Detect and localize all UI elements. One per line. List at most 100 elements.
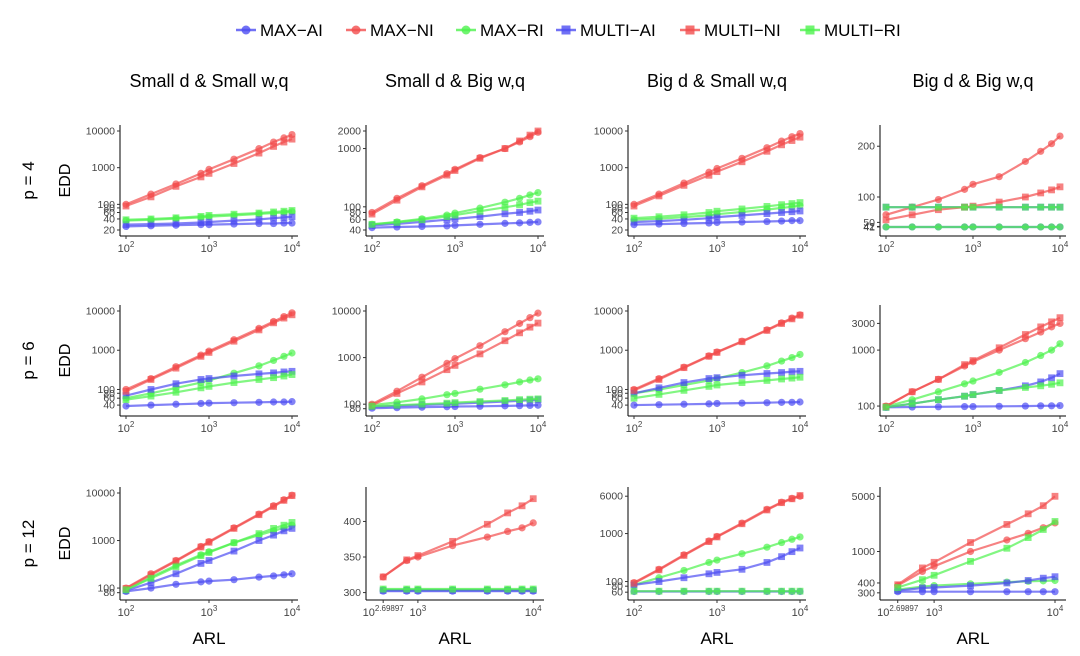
data-point — [796, 133, 804, 141]
data-point — [934, 195, 942, 204]
series-multi-ni — [894, 492, 1059, 589]
x-tick-base: 10 — [965, 423, 977, 435]
series-multi-ri — [122, 371, 296, 404]
data-point — [796, 492, 804, 499]
x-tick-exponent: 3 — [459, 420, 464, 429]
data-point — [1056, 319, 1064, 328]
y-tick-label: 80 — [611, 388, 623, 400]
data-point — [960, 380, 969, 388]
data-point — [969, 180, 977, 188]
data-point — [655, 376, 663, 383]
data-point — [483, 585, 491, 593]
series-multi-ni — [368, 127, 542, 218]
series-line — [885, 135, 1061, 216]
series-max-ai — [630, 398, 804, 409]
data-point — [205, 382, 213, 390]
x-tick-exponent: 4 — [542, 240, 547, 249]
data-point — [449, 537, 457, 545]
y-tick-label: 10000 — [86, 488, 115, 500]
data-point — [280, 527, 288, 535]
legend: MAX−AI MAX−NI MAX−RI MULTI−AI MULTI−NI MULTI−… — [236, 21, 901, 40]
data-point — [205, 169, 213, 177]
data-point — [255, 398, 263, 406]
y-tick-label: 10000 — [594, 126, 623, 138]
legend-item: MULTI−AI — [556, 21, 656, 40]
data-point — [122, 202, 130, 210]
data-point — [967, 582, 974, 590]
y-tick-label: 1000 — [852, 345, 876, 357]
data-point — [147, 401, 155, 409]
data-point — [713, 399, 721, 408]
x-tick-exponent: 2 — [890, 420, 895, 429]
data-point — [1024, 534, 1032, 541]
data-point — [788, 548, 796, 556]
x-tick-exponent: 2 — [130, 604, 135, 613]
data-point — [205, 549, 213, 556]
data-point — [796, 373, 804, 381]
data-point — [205, 399, 213, 407]
data-point — [526, 207, 534, 215]
legend-label: MAX−AI — [260, 21, 323, 40]
x-tick-label: 102 — [118, 420, 135, 435]
data-point — [796, 398, 804, 406]
data-point — [255, 149, 263, 157]
data-point — [882, 403, 890, 411]
y-tick-label: 41 — [863, 221, 875, 233]
data-point — [501, 337, 509, 345]
data-point — [516, 201, 523, 209]
data-point — [534, 197, 542, 205]
data-point — [205, 212, 213, 219]
data-point — [934, 396, 942, 404]
series-line — [885, 381, 1061, 409]
x-tick-exponent: 4 — [296, 604, 301, 613]
data-point — [705, 214, 713, 222]
series-line — [371, 377, 539, 407]
data-point — [230, 160, 238, 167]
y-tick-label: 20 — [611, 225, 623, 237]
data-point — [1051, 518, 1059, 525]
series-line — [125, 221, 292, 228]
data-point — [796, 544, 804, 552]
data-point — [255, 376, 263, 383]
data-point — [777, 538, 786, 547]
x-tick-exponent: 2 — [130, 420, 135, 429]
data-point — [288, 371, 296, 378]
data-point — [930, 584, 938, 591]
x-tick-label: 104 — [792, 240, 809, 255]
column-title: Small d & Small w,q — [129, 71, 288, 91]
data-point — [443, 366, 451, 374]
x-tick-label: 102 — [878, 240, 895, 255]
data-point — [288, 570, 296, 578]
legend-label: MULTI−AI — [580, 21, 656, 40]
x-tick-label: 103 — [965, 420, 982, 435]
data-point — [534, 309, 542, 317]
x-tick-base: 10 — [530, 243, 542, 255]
data-point — [763, 217, 771, 226]
data-point — [147, 571, 155, 579]
series-line — [371, 208, 539, 227]
data-point — [501, 145, 509, 152]
data-point — [476, 220, 484, 228]
data-point — [147, 193, 155, 201]
y-tick-label: 60 — [611, 587, 623, 599]
data-point — [122, 387, 130, 395]
data-point — [680, 574, 688, 582]
data-point — [908, 223, 916, 231]
series-max-ri — [882, 223, 1064, 231]
x-tick-base: 10 — [364, 423, 376, 435]
y-tick-label: 5000 — [852, 491, 876, 503]
series-line — [371, 397, 539, 408]
data-point — [961, 361, 968, 369]
series-multi-ai — [122, 213, 296, 229]
series-line — [633, 376, 801, 400]
series-line — [125, 138, 293, 208]
data-point — [777, 217, 786, 225]
data-point — [655, 566, 663, 574]
data-point — [288, 398, 296, 406]
x-tick-label: 104 — [530, 240, 547, 255]
data-point — [995, 387, 1003, 394]
data-point — [255, 573, 263, 581]
